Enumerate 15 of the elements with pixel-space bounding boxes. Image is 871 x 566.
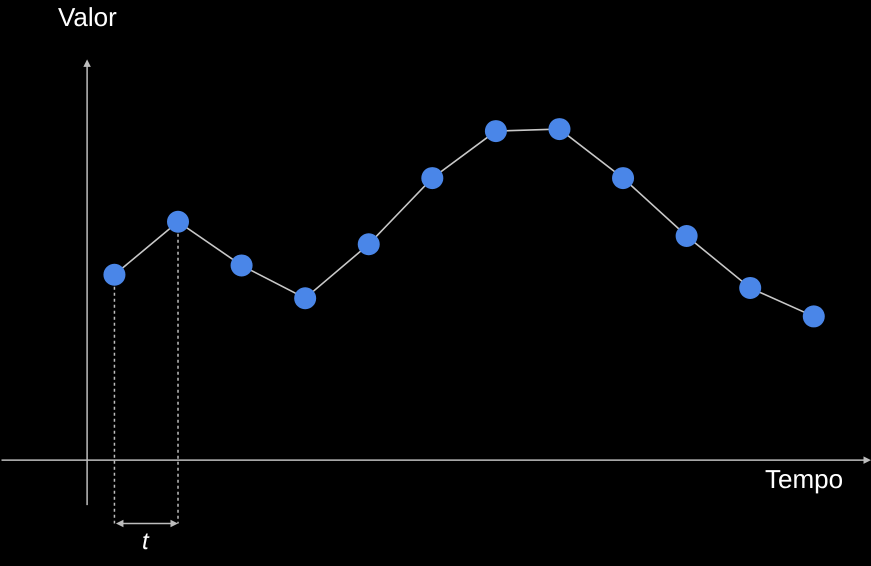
point [294,287,316,310]
point [103,264,126,286]
x-axis-title: Tempo [765,464,844,494]
point [612,167,634,190]
y-axis-title: Valor [58,2,118,32]
point [358,233,380,256]
point [230,254,253,276]
point [421,167,444,190]
point [739,276,762,299]
point [676,225,698,247]
point [548,118,570,140]
point [802,305,825,328]
point [484,120,507,142]
text: t [142,528,150,555]
point [167,210,190,233]
